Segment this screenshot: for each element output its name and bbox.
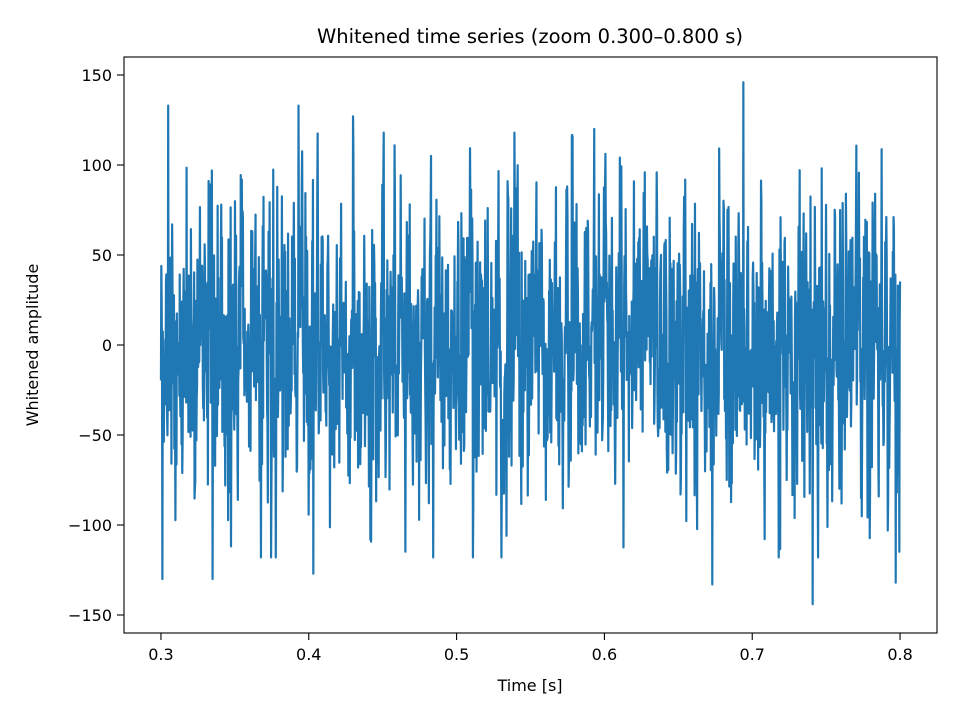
x-tick-label: 0.3 (148, 645, 173, 664)
x-axis-title: Time [s] (496, 676, 562, 695)
plot-frame (123, 56, 938, 634)
y-axis-ticks: −150 −100 −50 0 50 100 150 (68, 66, 124, 625)
plot-area: 0.3 0.4 0.5 0.6 0.7 0.8 −150 −100 −50 0 50 100 150 (68, 56, 938, 664)
x-tick-label: 0.7 (740, 645, 765, 664)
y-tick-label: 150 (81, 66, 112, 85)
x-tick-label: 0.6 (592, 645, 617, 664)
y-axis-title: Whitened amplitude (23, 264, 42, 427)
y-tick-label: −50 (78, 426, 112, 445)
x-tick-label: 0.4 (296, 645, 321, 664)
x-tick-label: 0.8 (887, 645, 912, 664)
chart-title: Whitened time series (zoom 0.300–0.800 s… (317, 25, 743, 48)
x-axis-ticks: 0.3 0.4 0.5 0.6 0.7 0.8 (148, 633, 913, 664)
y-tick-label: −150 (68, 606, 112, 625)
y-tick-label: 100 (81, 156, 112, 175)
x-tick-label: 0.5 (444, 645, 469, 664)
y-tick-label: 50 (92, 246, 112, 265)
series-line-whitened-amplitude (159, 81, 902, 606)
y-tick-label: −100 (68, 516, 112, 535)
y-tick-label: 0 (102, 336, 112, 355)
